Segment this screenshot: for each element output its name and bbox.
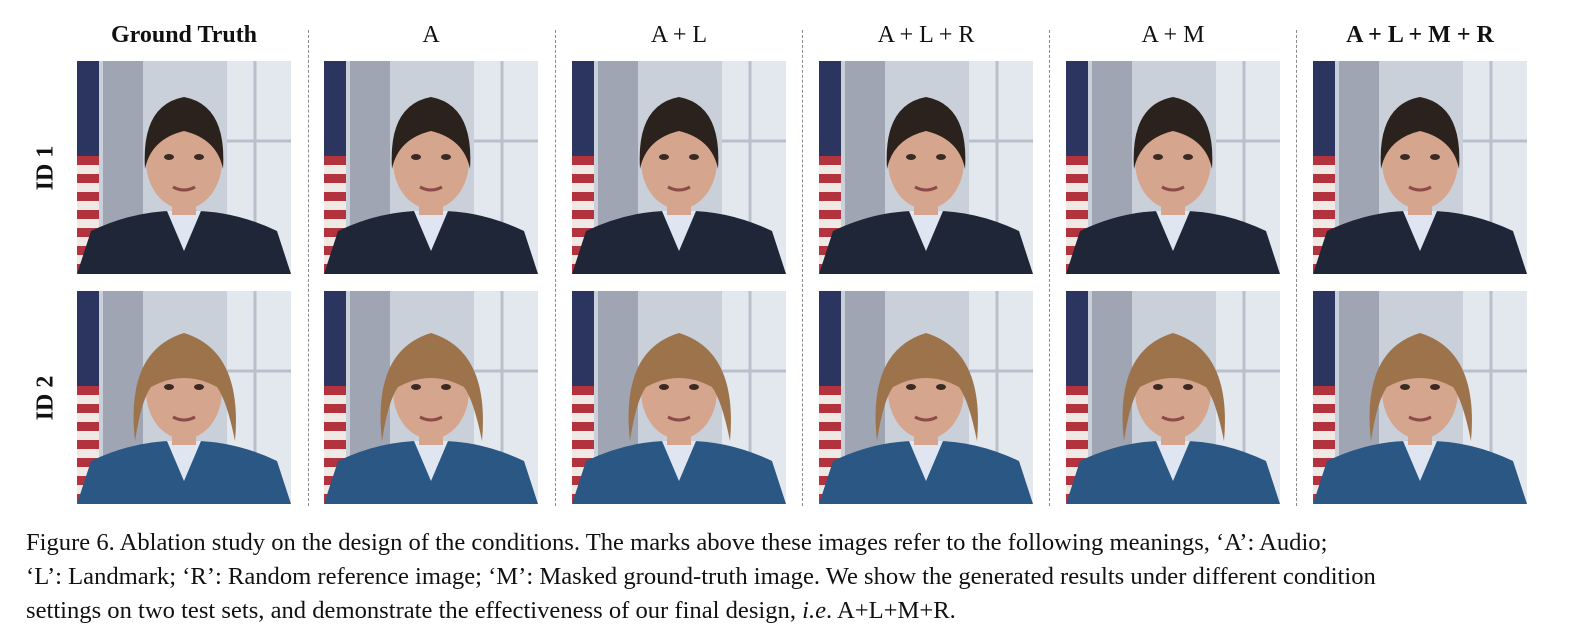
row-label-id1-text: ID 1	[32, 145, 59, 191]
caption-line-2: ‘L’: Landmark; ‘R’: Random reference ima…	[26, 563, 1376, 590]
column-header-a-l-m-r: A + L + M + R	[1346, 22, 1494, 48]
face-image	[324, 291, 538, 504]
column-header-a-l: A + L	[650, 22, 708, 48]
face-image	[1066, 291, 1280, 504]
column-header-a-l-r: A + L + R	[877, 22, 975, 48]
column-divider	[1049, 30, 1050, 506]
caption-line-1: Figure 6. Ablation study on the design o…	[26, 529, 1328, 556]
face-image	[1313, 291, 1527, 504]
face-image	[1313, 61, 1527, 274]
caption-line-3-italic: i.e	[802, 597, 827, 624]
row-label-id2-text: ID 2	[32, 375, 59, 421]
caption-line-3: settings on two test sets, and demonstra…	[26, 594, 1532, 628]
face-image	[572, 291, 786, 504]
caption-line-3-start: settings on two test sets, and demonstra…	[26, 597, 803, 624]
column-divider	[802, 30, 803, 506]
row-label-id2: ID 2	[28, 291, 64, 505]
row-label-id1: ID 1	[28, 61, 64, 275]
column-divider	[308, 30, 309, 506]
column-header-ground-truth: Ground Truth	[110, 22, 258, 48]
caption-line-3-end: . A+L+M+R.	[826, 597, 956, 624]
column-divider	[555, 30, 556, 506]
face-image	[1066, 61, 1280, 274]
face-image	[572, 61, 786, 274]
figure-caption: Figure 6. Ablation study on the design o…	[26, 526, 1532, 628]
column-divider	[1296, 30, 1297, 506]
column-header-a-m: A + M	[1141, 22, 1205, 48]
column-header-a: A	[422, 22, 440, 48]
face-image	[77, 291, 291, 504]
face-image	[819, 61, 1033, 274]
face-image	[819, 291, 1033, 504]
face-image	[324, 61, 538, 274]
face-image	[77, 61, 291, 274]
